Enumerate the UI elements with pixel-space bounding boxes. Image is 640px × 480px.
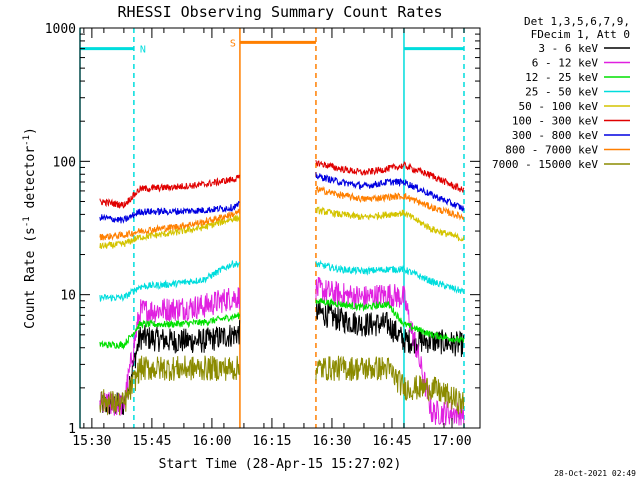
legend-header-1: Det 1,3,5,6,7,9, — [524, 15, 630, 28]
series-line — [99, 259, 465, 303]
x-axis: 15:30 15:45 16:00 16:15 16:30 16:45 17:00 — [72, 28, 472, 449]
band-label: S — [230, 38, 236, 49]
legend-label: 6 - 12 keV — [532, 57, 599, 70]
x-tick-label: 16:45 — [372, 434, 411, 449]
y-axis-title-mid: detector — [23, 146, 38, 217]
x-tick-label: 16:00 — [192, 434, 231, 449]
y-axis-title-end: ) — [23, 127, 38, 135]
y-tick-label: 1000 — [45, 22, 76, 37]
y-axis-title-sup2: -1 — [22, 135, 32, 146]
y-axis: 1 10 100 1000 — [45, 22, 480, 437]
series-layer — [99, 160, 465, 426]
x-tick-label: 15:30 — [72, 434, 111, 449]
series-line — [99, 160, 465, 209]
series-line — [99, 355, 465, 416]
legend-header-2: FDecim 1, Att 0 — [531, 28, 630, 41]
x-tick-label: 17:00 — [432, 434, 471, 449]
legend-label: 800 - 7000 keV — [505, 144, 598, 157]
legend-label: 25 - 50 keV — [525, 86, 598, 99]
band-label: N — [140, 45, 146, 56]
y-tick-label: 10 — [60, 289, 76, 304]
legend-label: 300 - 800 keV — [512, 129, 598, 142]
x-tick-label: 16:15 — [252, 434, 291, 449]
legend-label: 12 - 25 keV — [525, 71, 598, 84]
x-tick-label: 16:30 — [312, 434, 351, 449]
series-line — [99, 172, 465, 224]
y-axis-title-sup1: -1 — [22, 216, 32, 227]
series-line — [99, 185, 465, 241]
series-line — [99, 300, 465, 415]
legend-label: 50 - 100 keV — [519, 100, 599, 113]
y-axis-title: Count Rate (s-1 detector-1) — [22, 127, 38, 329]
chart-title: RHESSI Observing Summary Count Rates — [117, 3, 442, 21]
y-axis-title-main: Count Rate (s — [23, 227, 38, 329]
x-axis-title: Start Time (28-Apr-15 15:27:02) — [159, 457, 402, 472]
plot-frame — [79, 27, 481, 429]
legend: Det 1,3,5,6,7,9, FDecim 1, Att 0 3 - 6 k… — [492, 15, 630, 171]
legend-label: 3 - 6 keV — [538, 42, 598, 55]
y-tick-label: 100 — [53, 155, 76, 170]
y-tick-label: 1 — [68, 422, 76, 437]
timestamp: 28-Oct-2021 02:49 — [554, 469, 636, 478]
legend-label: 100 - 300 keV — [512, 115, 598, 128]
x-tick-label: 15:45 — [132, 434, 171, 449]
series-line — [99, 297, 465, 350]
legend-label: 7000 - 15000 keV — [492, 158, 598, 171]
